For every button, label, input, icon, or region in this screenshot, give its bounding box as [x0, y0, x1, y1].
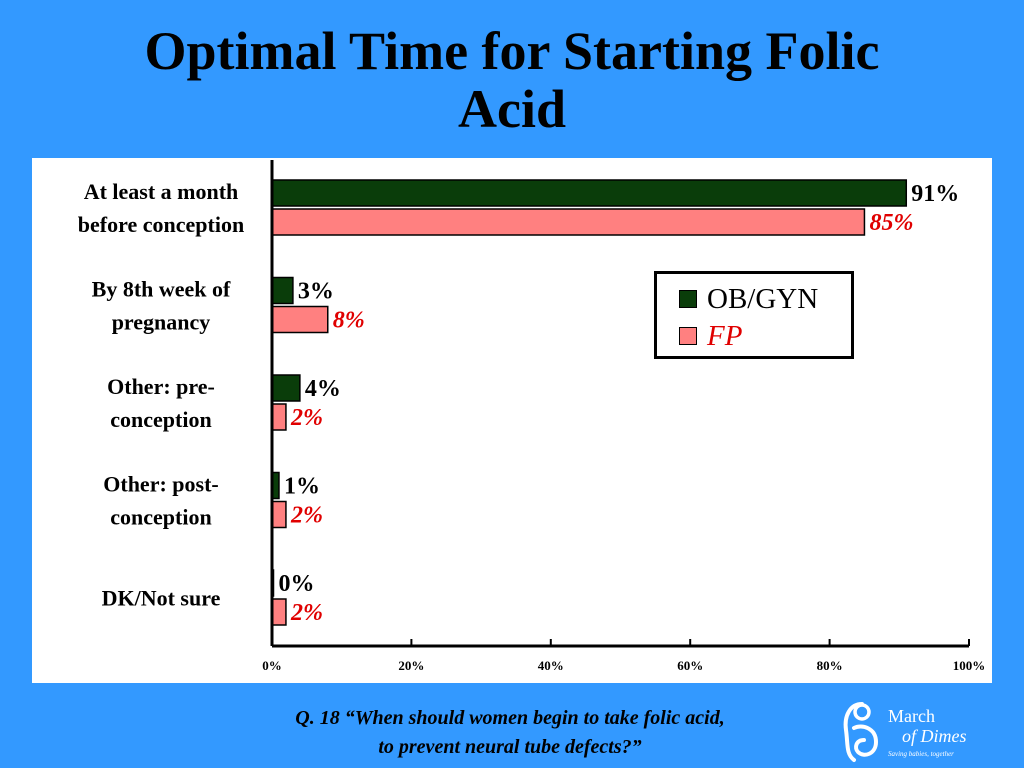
data-label: 4%	[305, 376, 341, 402]
bar-fp	[271, 403, 287, 431]
data-label: 2%	[290, 600, 323, 626]
data-label: 2%	[290, 503, 323, 529]
data-label: 91%	[911, 181, 959, 207]
bar-ob-gyn	[271, 179, 908, 207]
x-tick-label: 60%	[677, 658, 703, 673]
bar-chart: At least a month before conception 91% 85% B…	[78, 160, 986, 673]
x-tick-label: 80%	[817, 658, 843, 673]
bar-ob-gyn	[271, 276, 294, 305]
mother-baby-logo-icon	[843, 702, 879, 762]
logo-tagline: Saving babies, together	[888, 750, 954, 758]
category-label: By 8th week of	[92, 277, 231, 302]
category-label: conception	[110, 505, 211, 530]
data-label: 1%	[284, 474, 320, 500]
legend-item-obgyn: OB/GYN	[679, 284, 818, 314]
march-of-dimes-logo: March of Dimes Saving babies, together	[836, 698, 986, 764]
legend-label-obgyn: OB/GYN	[707, 283, 819, 315]
question-line-2: to prevent neural tube defects?”	[378, 736, 642, 758]
slide-title: Optimal Time for Starting Folic Acid	[0, 22, 1024, 138]
category-label: DK/Not sure	[102, 586, 221, 611]
data-label: 3%	[298, 279, 334, 305]
question-line-1: Q. 18 “When should women begin to take f…	[295, 707, 725, 729]
x-tick-label: 20%	[398, 658, 424, 673]
bar-fp	[271, 208, 866, 236]
data-label: 0%	[279, 571, 315, 597]
title-line-2: Acid	[458, 79, 566, 139]
legend-label-fp: FP	[707, 320, 743, 352]
data-label: 85%	[869, 210, 913, 236]
legend-item-fp: FP	[679, 321, 742, 351]
chart-legend: OB/GYN FP	[654, 271, 854, 359]
bar-fp	[271, 500, 287, 529]
legend-swatch-fp	[679, 327, 697, 345]
category-label: conception	[110, 407, 211, 432]
chart-panel: At least a month before conception 91% 85% B…	[32, 158, 992, 683]
data-label: 2%	[290, 405, 323, 431]
category-label: before conception	[78, 212, 244, 237]
bar-ob-gyn	[271, 374, 301, 402]
x-tick-label: 100%	[953, 658, 986, 673]
bar-fp	[271, 305, 329, 334]
title-line-1: Optimal Time for Starting Folic	[144, 21, 880, 81]
survey-question: Q. 18 “When should women begin to take f…	[220, 704, 800, 762]
category-label: At least a month	[84, 179, 239, 204]
category-label: Other: post-	[103, 472, 218, 497]
category-label: Other: pre-	[107, 374, 215, 399]
bar-fp	[271, 598, 287, 626]
x-tick-label: 40%	[538, 658, 564, 673]
data-label: 8%	[333, 308, 365, 334]
legend-swatch-obgyn	[679, 290, 697, 308]
x-tick-label: 0%	[262, 658, 282, 673]
category-label: pregnancy	[112, 310, 211, 335]
logo-text-of-dimes: of Dimes	[902, 726, 967, 746]
logo-text-march: March	[888, 706, 935, 726]
